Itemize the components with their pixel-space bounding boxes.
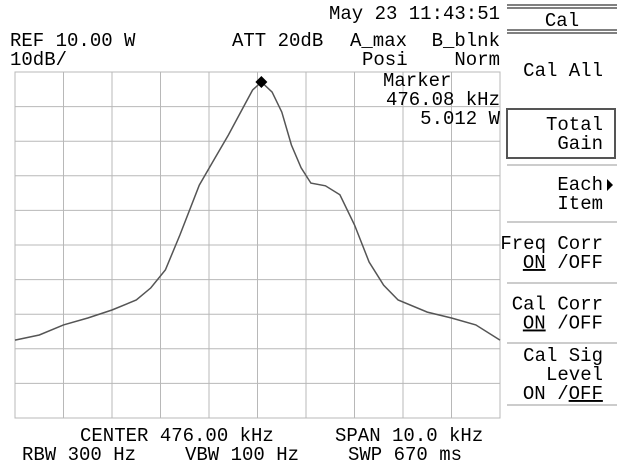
marker-diamond	[255, 76, 268, 89]
graticule	[14, 71, 501, 419]
toggle-slash: /	[557, 383, 568, 405]
toggle-on: ON	[523, 313, 546, 335]
toggle-off: OFF	[569, 313, 603, 335]
toggle-on: ON	[523, 383, 546, 405]
marker-level: 5.012 W	[420, 108, 500, 130]
softkey-selected-box	[506, 108, 616, 159]
trace-b: B_blnk	[432, 30, 500, 52]
trace-b-mode: Norm	[454, 49, 500, 71]
sweep-time: SWP 670 ms	[348, 444, 462, 465]
softkey-label: Cal Corr	[512, 294, 603, 316]
toggle-on: ON	[523, 252, 546, 274]
menu-header: Cal	[507, 4, 617, 34]
toggle-off: OFF	[569, 252, 603, 274]
softkey[interactable]: Cal All	[523, 60, 603, 82]
vbw: VBW 100 Hz	[185, 444, 299, 465]
scale: 10dB/	[10, 49, 67, 71]
softkey-label: Item	[557, 193, 603, 215]
menu-title: Cal	[545, 10, 579, 32]
softkey-label: Gain	[557, 133, 603, 155]
softkey-label: Cal Sig	[523, 345, 603, 367]
toggle-off: OFF	[569, 383, 603, 405]
attenuation: ATT 20dB	[232, 30, 323, 52]
toggle-slash: /	[557, 313, 568, 335]
softkey-label: Each	[557, 174, 603, 196]
softkey-label: Freq Corr	[500, 233, 603, 255]
trace	[14, 80, 501, 341]
rbw: RBW 300 Hz	[22, 444, 136, 465]
span: SPAN 10.0 kHz	[335, 425, 483, 447]
softkey-label: Total	[546, 114, 603, 136]
submenu-arrow	[607, 179, 613, 191]
toggle-slash: /	[557, 252, 568, 274]
softkey-label: Cal All	[523, 60, 603, 82]
trace-a: A_max	[350, 30, 407, 52]
trace-a-mode: Posi	[362, 49, 408, 71]
ref-level: REF 10.00 W	[10, 30, 136, 52]
datetime: May 23 11:43:51	[329, 3, 500, 25]
marker-label: Marker	[383, 70, 451, 92]
softkey-label: Level	[546, 364, 603, 386]
marker-frequency: 476.08 kHz	[386, 89, 500, 111]
center-frequency: CENTER 476.00 kHz	[80, 425, 274, 447]
